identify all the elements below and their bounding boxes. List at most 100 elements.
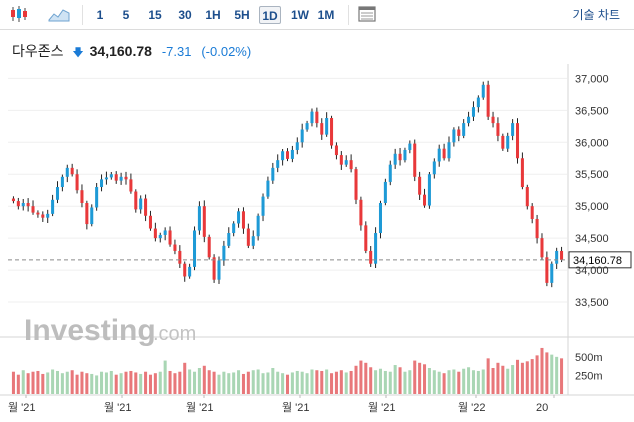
candle-up[interactable] [256, 215, 260, 237]
candle-up[interactable] [104, 177, 108, 180]
candle-up[interactable] [163, 230, 167, 235]
timeframe-button-15[interactable]: 15 [148, 8, 162, 22]
candle-down[interactable] [70, 167, 74, 175]
candle-up[interactable] [55, 187, 60, 200]
candle-up[interactable] [506, 135, 510, 149]
candle-down[interactable] [530, 206, 534, 219]
candle-down[interactable] [11, 198, 15, 202]
candle-down[interactable] [85, 203, 89, 225]
candle-down[interactable] [520, 158, 524, 188]
candle-up[interactable] [251, 236, 255, 246]
candle-down[interactable] [129, 179, 133, 192]
candle-up[interactable] [383, 181, 387, 203]
candle-up[interactable] [550, 263, 554, 283]
timeframe-button-1m[interactable]: 1M [317, 8, 335, 22]
candle-down[interactable] [339, 155, 343, 165]
candle-up[interactable] [188, 266, 192, 277]
candle-up[interactable] [511, 123, 515, 136]
candle-down[interactable] [212, 257, 216, 280]
candlestick-icon[interactable] [8, 4, 30, 24]
candle-down[interactable] [330, 118, 334, 146]
candle-down[interactable] [398, 153, 402, 161]
candle-down[interactable] [418, 176, 422, 195]
candle-up[interactable] [227, 233, 231, 246]
candle-down[interactable] [413, 143, 417, 177]
candle-down[interactable] [560, 250, 564, 260]
candle-down[interactable] [320, 123, 324, 135]
candle-up[interactable] [100, 179, 104, 188]
candle-down[interactable] [359, 199, 363, 226]
timeframe-button-30[interactable]: 30 [178, 8, 192, 22]
candle-up[interactable] [378, 203, 382, 234]
candle-up[interactable] [139, 198, 143, 210]
candle-down[interactable] [349, 160, 353, 170]
candle-up[interactable] [266, 180, 270, 197]
candle-down[interactable] [354, 169, 358, 200]
candle-down[interactable] [496, 123, 500, 136]
candle-down[interactable] [369, 250, 373, 264]
timeframe-button-5h[interactable]: 5H [234, 8, 250, 22]
candle-down[interactable] [144, 198, 148, 216]
candle-down[interactable] [535, 218, 539, 239]
candle-up[interactable] [232, 223, 236, 234]
candle-down[interactable] [153, 228, 157, 239]
table-view-icon[interactable] [357, 4, 377, 24]
candle-up[interactable] [344, 160, 348, 165]
candle-up[interactable] [51, 199, 55, 214]
candle-down[interactable] [540, 238, 544, 258]
candle-down[interactable] [178, 250, 182, 264]
candle-down[interactable] [246, 228, 250, 246]
candle-up[interactable] [555, 250, 559, 264]
candle-down[interactable] [241, 211, 245, 229]
candle-up[interactable] [109, 174, 113, 178]
candle-up[interactable] [447, 142, 451, 159]
candle-down[interactable] [442, 148, 446, 159]
candle-up[interactable] [481, 84, 485, 98]
timeframe-button-1d[interactable]: 1D [259, 6, 281, 24]
candle-down[interactable] [124, 176, 128, 180]
candle-up[interactable] [281, 151, 285, 161]
candle-down[interactable] [491, 116, 495, 124]
candle-down[interactable] [31, 206, 35, 213]
candle-down[interactable] [173, 244, 177, 251]
candle-up[interactable] [437, 148, 441, 162]
candle-up[interactable] [21, 203, 25, 207]
candle-up[interactable] [261, 196, 265, 216]
candle-up[interactable] [65, 167, 69, 177]
area-chart-icon[interactable] [48, 4, 70, 24]
candle-up[interactable] [374, 233, 378, 264]
candle-up[interactable] [467, 116, 471, 124]
candle-up[interactable] [222, 245, 226, 261]
candle-down[interactable] [202, 206, 206, 237]
candle-up[interactable] [237, 211, 241, 224]
timeframe-button-1[interactable]: 1 [96, 8, 104, 22]
candle-down[interactable] [207, 236, 211, 258]
candle-down[interactable] [168, 230, 172, 245]
candle-down[interactable] [285, 151, 290, 159]
candle-up[interactable] [295, 142, 299, 150]
candle-down[interactable] [183, 263, 187, 277]
candle-up[interactable] [462, 123, 466, 136]
candle-down[interactable] [545, 257, 549, 283]
candle-down[interactable] [114, 174, 118, 181]
candle-down[interactable] [501, 135, 505, 149]
candle-down[interactable] [26, 203, 30, 207]
candle-up[interactable] [271, 167, 275, 181]
candle-down[interactable] [148, 215, 152, 229]
candle-up[interactable] [158, 234, 162, 239]
candle-down[interactable] [36, 212, 40, 215]
candle-up[interactable] [393, 153, 397, 165]
candle-down[interactable] [134, 191, 138, 210]
candle-down[interactable] [486, 84, 490, 117]
candle-down[interactable] [75, 174, 79, 191]
candle-down[interactable] [41, 214, 45, 218]
candle-up[interactable] [60, 176, 64, 188]
candle-up[interactable] [90, 207, 94, 225]
candle-down[interactable] [515, 123, 520, 159]
candle-up[interactable] [432, 161, 436, 175]
candle-up[interactable] [403, 149, 407, 161]
timeframe-button-1w[interactable]: 1W [291, 8, 309, 22]
price-chart[interactable]: Investing.com 34,160.78 37,000 36,500 36,0… [0, 64, 634, 422]
candle-up[interactable] [119, 176, 123, 181]
candle-down[interactable] [457, 129, 461, 136]
